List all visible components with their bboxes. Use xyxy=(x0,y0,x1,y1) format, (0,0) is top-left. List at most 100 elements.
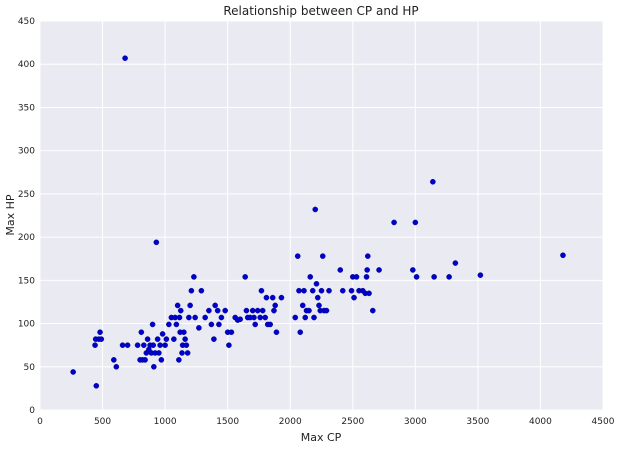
grid-lines xyxy=(39,20,604,411)
data-point xyxy=(179,350,185,356)
data-point xyxy=(391,219,397,226)
data-point xyxy=(141,342,147,348)
data-point xyxy=(173,321,180,328)
x-tick-label: 500 xyxy=(94,417,111,427)
data-point xyxy=(294,253,301,259)
y-tick-label: 0 xyxy=(29,406,35,416)
data-point xyxy=(212,302,218,309)
data-point xyxy=(181,329,187,336)
data-point xyxy=(188,287,195,294)
data-point xyxy=(278,294,285,301)
data-point xyxy=(312,206,319,213)
data-point xyxy=(171,336,177,342)
data-point xyxy=(237,316,243,323)
data-point xyxy=(242,274,248,280)
data-point xyxy=(153,239,160,246)
data-point xyxy=(410,267,416,273)
data-point xyxy=(163,336,170,342)
data-point xyxy=(364,267,370,273)
data-point xyxy=(366,290,372,297)
y-tick-label: 350 xyxy=(18,103,35,113)
data-point xyxy=(297,329,304,336)
data-point xyxy=(306,307,312,314)
x-axis-label: Max CP xyxy=(301,431,342,444)
data-point xyxy=(183,342,190,348)
data-point xyxy=(369,307,376,314)
data-point xyxy=(272,302,279,309)
data-point xyxy=(157,342,163,348)
data-point xyxy=(151,363,157,370)
data-point xyxy=(176,314,183,321)
data-point xyxy=(477,272,484,278)
data-point xyxy=(269,294,276,301)
data-point xyxy=(162,342,168,348)
data-point xyxy=(430,178,436,185)
data-point xyxy=(218,314,225,321)
data-point xyxy=(431,274,437,280)
data-point xyxy=(191,274,197,280)
data-point xyxy=(176,357,182,363)
data-point xyxy=(267,321,274,328)
data-point xyxy=(307,274,314,280)
data-point xyxy=(316,302,322,309)
data-point xyxy=(93,382,100,389)
data-point xyxy=(70,369,76,375)
data-point xyxy=(249,307,256,314)
data-point xyxy=(216,321,222,328)
data-point xyxy=(134,342,141,348)
data-point xyxy=(138,329,145,336)
data-point xyxy=(263,294,270,301)
data-point xyxy=(222,307,228,314)
data-point xyxy=(228,329,235,336)
y-tick-label: 450 xyxy=(18,17,35,27)
data-point xyxy=(98,336,105,342)
x-tick-label: 4000 xyxy=(529,417,552,427)
data-point xyxy=(452,260,459,266)
data-point xyxy=(142,357,148,363)
data-point xyxy=(159,331,166,337)
data-point xyxy=(92,342,98,348)
data-point xyxy=(154,336,161,342)
y-tick-label: 250 xyxy=(18,190,35,200)
data-point xyxy=(353,274,360,280)
data-point xyxy=(313,280,320,287)
data-point xyxy=(323,307,330,314)
data-point xyxy=(113,363,120,370)
x-tick-label: 4500 xyxy=(592,417,615,427)
data-point xyxy=(149,321,156,328)
data-point xyxy=(97,329,103,336)
data-point xyxy=(214,307,221,314)
x-tick-label: 2500 xyxy=(341,417,364,427)
data-point xyxy=(299,302,306,309)
data-point xyxy=(226,342,232,348)
y-tick-label: 50 xyxy=(24,363,36,373)
data-point xyxy=(257,314,263,321)
data-point xyxy=(337,267,344,273)
data-point xyxy=(192,314,198,321)
data-point xyxy=(311,314,317,321)
data-point xyxy=(412,219,419,226)
data-point xyxy=(158,357,165,363)
data-points xyxy=(70,55,566,389)
data-point xyxy=(309,287,316,294)
data-point xyxy=(364,253,371,259)
tick-labels: 0 500 1000 1500 2000 2500 3000 3500 4000 4500 0 50 1… xyxy=(18,17,615,427)
data-point xyxy=(202,314,208,321)
y-tick-label: 300 xyxy=(18,147,35,157)
data-point xyxy=(348,287,355,294)
data-point xyxy=(156,350,162,356)
data-point xyxy=(124,342,131,348)
data-point xyxy=(122,55,128,61)
data-point xyxy=(119,342,126,348)
x-tick-label: 1500 xyxy=(216,417,239,427)
data-point xyxy=(259,307,266,314)
data-point xyxy=(251,314,257,321)
data-point xyxy=(198,287,205,294)
data-point xyxy=(150,342,157,348)
data-point xyxy=(166,321,172,328)
data-point xyxy=(184,350,191,356)
x-tick-label: 2000 xyxy=(279,417,302,427)
data-point xyxy=(252,321,258,328)
data-point xyxy=(196,325,202,331)
y-tick-label: 200 xyxy=(18,233,35,243)
